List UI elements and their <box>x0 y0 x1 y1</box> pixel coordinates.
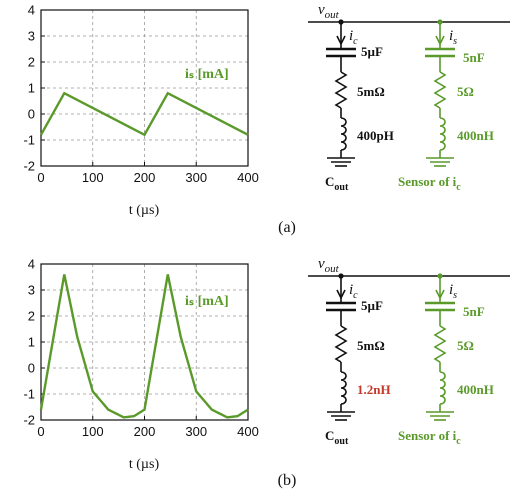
chart-x-tick-label: 400 <box>237 170 259 185</box>
chart-y-tick-label: 2 <box>28 55 35 70</box>
chart-x-tick-label: 200 <box>134 170 156 185</box>
sensor-branch <box>425 22 455 167</box>
chart-x-tick-label: 300 <box>185 170 207 185</box>
chart-x-tick-label: 100 <box>82 170 104 185</box>
sensor-inductance: 400nH <box>457 128 494 143</box>
vout-label: vout <box>318 2 340 21</box>
panel-a-caption: (a) <box>278 219 296 236</box>
chart-b-grid <box>41 264 248 420</box>
sensor-capacitance: 5nF <box>463 304 485 319</box>
chart-y-tick-label: 4 <box>28 3 35 18</box>
chart-x-tick-label: 0 <box>37 170 44 185</box>
chart-a-series-line <box>39 91 249 137</box>
cout-name: Cout <box>325 428 349 447</box>
chart-y-tick-label: 3 <box>28 29 35 44</box>
sensor-name: Sensor of ic <box>398 174 461 193</box>
cout-resistance: 5mΩ <box>357 338 385 353</box>
chart-y-tick-label: 1 <box>28 81 35 96</box>
is-label: is <box>449 28 457 47</box>
chart-x-tick-label: 100 <box>82 424 104 439</box>
chart-a-xlabel: t (µs) <box>129 203 160 218</box>
chart-b-series-line <box>39 274 249 419</box>
chart-y-tick-label: 4 <box>28 257 35 272</box>
chart-x-tick-label: 0 <box>37 424 44 439</box>
chart-y-tick-label: -1 <box>23 133 35 148</box>
chart-y-tick-label: 0 <box>28 361 35 376</box>
cout-resistance: 5mΩ <box>357 84 385 99</box>
chart-y-tick-label: 3 <box>28 283 35 298</box>
chart-y-tick-label: -2 <box>23 413 35 428</box>
sensor-name: Sensor of ic <box>398 428 461 447</box>
ic-label: ic <box>349 282 358 301</box>
chart-x-tick-label: 200 <box>134 424 156 439</box>
sensor-capacitance: 5nF <box>463 50 485 65</box>
chart-b-xlabel: t (µs) <box>129 457 160 472</box>
chart-y-tick-label: 0 <box>28 107 35 122</box>
cout-inductance: 1.2nH <box>357 382 391 397</box>
chart-a-grid <box>41 10 248 166</box>
cout-name: Cout <box>325 174 349 193</box>
chart-a-series-label: iₛ [mA] <box>185 67 229 82</box>
cout-branch <box>326 276 356 421</box>
sensor-inductance: 400nH <box>457 382 494 397</box>
chart-a-ticks: 0 100 200 300 400 4 3 2 1 0 -1 -2 <box>23 3 258 186</box>
sensor-branch <box>425 276 455 421</box>
chart-y-tick-label: 1 <box>28 335 35 350</box>
chart-a: 0 100 200 300 400 4 3 2 1 0 -1 -2 iₛ [mA] t (µs) <box>23 3 258 219</box>
sensor-resistance: 5Ω <box>457 84 474 99</box>
chart-y-tick-label: -2 <box>23 159 35 174</box>
ic-label: ic <box>349 28 358 47</box>
cout-capacitance: 5µF <box>361 44 383 59</box>
sensor-resistance: 5Ω <box>457 338 474 353</box>
chart-b-series-label: iₛ [mA] <box>185 294 229 309</box>
circuit-b: vout ic 5µF 5mΩ 1.2nH Cout <box>308 256 510 447</box>
chart-y-tick-label: -1 <box>23 387 35 402</box>
chart-b: 0 100 200 300 400 4 3 2 1 0 -1 -2 iₛ [mA] t (µs) <box>23 257 258 473</box>
chart-y-tick-label: 2 <box>28 309 35 324</box>
chart-x-tick-label: 300 <box>185 424 207 439</box>
cout-inductance: 400pH <box>357 128 394 143</box>
circuit-a: vout ic 5µF 5mΩ 400pH Cout <box>308 2 510 193</box>
chart-b-ticks: 0 100 200 300 400 4 3 2 1 0 -1 -2 <box>23 257 258 440</box>
panel-b-caption: (b) <box>278 472 297 489</box>
cout-branch <box>326 22 356 167</box>
cout-capacitance: 5µF <box>361 298 383 313</box>
vout-label: vout <box>318 256 340 275</box>
chart-x-tick-label: 400 <box>237 424 259 439</box>
is-label: is <box>449 282 457 301</box>
